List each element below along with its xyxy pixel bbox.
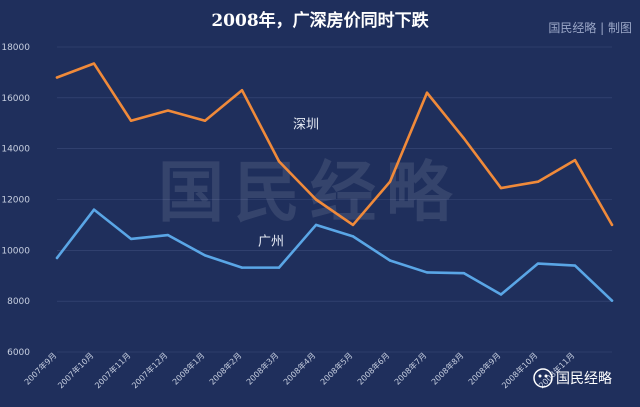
data-point (92, 62, 96, 65)
data-point (610, 223, 614, 227)
data-point (499, 293, 503, 296)
data-point (499, 186, 503, 190)
data-point (462, 272, 466, 275)
y-tick-label: 10000 (1, 246, 30, 256)
grid (57, 46, 612, 353)
y-tick-label: 6000 (7, 348, 30, 358)
data-point (425, 271, 429, 274)
data-point (166, 109, 170, 112)
data-point (573, 158, 577, 162)
data-point (166, 233, 170, 237)
wechat-icon-eye-left (538, 374, 542, 378)
data-point (129, 119, 133, 122)
y-tick-label: 8000 (7, 297, 30, 307)
y-tick-label: 14000 (1, 145, 30, 155)
data-point (240, 89, 244, 92)
data-point (573, 264, 577, 267)
data-point (351, 235, 355, 238)
data-point (55, 76, 59, 79)
data-point (203, 254, 207, 257)
y-axis: 6000 8000 10000 12000 14000 16000 18000 (1, 43, 30, 358)
data-point (314, 223, 318, 227)
brand-badge: 国民经略 (533, 368, 612, 388)
data-point (351, 223, 355, 227)
brand-name: 国民经略 (556, 371, 612, 387)
series-line-guangzhou (55, 208, 614, 302)
data-point (536, 180, 540, 183)
series-label-guangzhou: 广州 (258, 234, 284, 249)
data-point (462, 137, 466, 140)
data-point (610, 299, 614, 302)
data-point (388, 259, 392, 262)
y-tick-label: 16000 (1, 94, 30, 104)
y-tick-label: 12000 (1, 196, 30, 206)
chart-title: 2008年，广深房价同时下跌 (211, 10, 429, 31)
data-point (203, 119, 207, 122)
watermark: 国民经略 (158, 154, 462, 231)
data-point (240, 266, 244, 269)
data-point (277, 160, 281, 163)
y-tick-label: 18000 (1, 43, 30, 53)
credit-label: 国民经略 | 制图 (548, 20, 632, 35)
wechat-icon-eye-right (544, 374, 548, 378)
data-point (425, 91, 429, 94)
data-point (536, 262, 540, 265)
data-point (388, 180, 392, 183)
data-point (314, 198, 318, 201)
watermark-text: 国民经略 (158, 154, 462, 231)
data-point (129, 237, 133, 241)
series-line-shenzhen (55, 62, 614, 227)
data-point (92, 208, 96, 211)
series-label-shenzhen: 深圳 (293, 117, 319, 132)
data-point (277, 266, 281, 269)
wechat-icon (533, 368, 553, 388)
data-point (55, 256, 59, 260)
series (55, 62, 614, 302)
